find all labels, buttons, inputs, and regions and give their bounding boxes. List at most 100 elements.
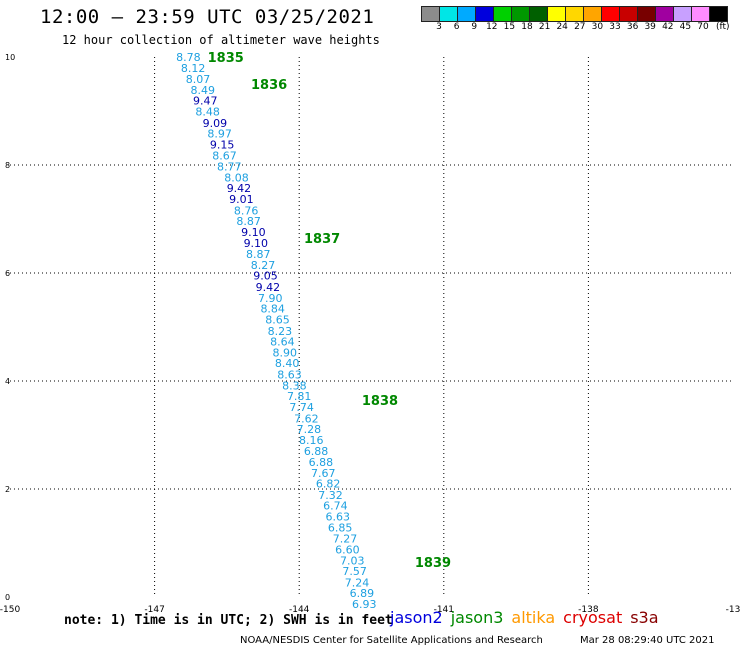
data-point-label: 7.74 bbox=[289, 401, 314, 414]
data-point-label: 8.08 bbox=[224, 171, 249, 184]
footer-credit: NOAA/NESDIS Center for Satellite Applica… bbox=[240, 635, 543, 646]
color-scale-label: 30 bbox=[591, 22, 604, 32]
legend-entry-cryosat: cryosat bbox=[563, 608, 623, 627]
data-point-label: 8.65 bbox=[265, 313, 290, 326]
color-scale-label: 45 bbox=[679, 22, 692, 32]
data-point-label: 6.88 bbox=[304, 445, 329, 458]
data-point-label: 8.87 bbox=[246, 248, 271, 261]
data-point-label: 9.09 bbox=[203, 117, 228, 130]
data-point-label: 8.40 bbox=[275, 357, 300, 370]
color-scale-label: 18 bbox=[521, 22, 533, 32]
data-point-label: 9.47 bbox=[193, 95, 218, 108]
data-point-label: 7.28 bbox=[297, 423, 322, 436]
legend-entry-altika: altika bbox=[511, 608, 556, 627]
time-marker-label: 1836 bbox=[251, 78, 287, 93]
x-tick-label: -147 bbox=[144, 605, 164, 615]
data-point-label: 7.81 bbox=[287, 390, 312, 403]
data-point-label: 8.90 bbox=[272, 346, 297, 359]
data-point-label: 8.67 bbox=[212, 149, 237, 162]
time-marker-label: 1838 bbox=[362, 394, 398, 409]
color-scale-label: 24 bbox=[556, 22, 568, 32]
color-scale-label: 70 bbox=[697, 22, 709, 32]
y-tick-label: 8 bbox=[5, 161, 10, 170]
legend-entry-jason3: jason3 bbox=[450, 608, 504, 627]
data-point-label: 9.10 bbox=[241, 226, 266, 239]
data-point-label: 9.42 bbox=[256, 281, 281, 294]
data-point-label: 8.07 bbox=[186, 73, 211, 86]
data-point-label: 8.64 bbox=[270, 336, 295, 349]
color-scale-label: 6 bbox=[453, 22, 460, 32]
data-point-label: 9.15 bbox=[210, 138, 235, 151]
data-point-label: 7.90 bbox=[258, 292, 283, 305]
footer-timestamp: Mar 28 08:29:40 UTC 2021 bbox=[580, 635, 715, 646]
color-scale-label: 15 bbox=[503, 22, 516, 32]
y-tick-label: 4 bbox=[5, 377, 10, 386]
data-point-label: 6.85 bbox=[328, 521, 353, 534]
data-point-label: 8.87 bbox=[236, 215, 261, 228]
data-point-label: 6.82 bbox=[316, 478, 341, 491]
data-point-label: 8.23 bbox=[268, 325, 293, 338]
footer-note: note: 1) Time is in UTC; 2) SWH is in fe… bbox=[64, 613, 393, 628]
data-point-label: 8.76 bbox=[234, 204, 259, 217]
data-point-label: 8.49 bbox=[191, 84, 216, 97]
time-marker-label: 1835 bbox=[208, 51, 244, 66]
data-point-label: 7.67 bbox=[311, 467, 336, 480]
data-point-label: 8.63 bbox=[277, 369, 302, 382]
data-point-label: 9.42 bbox=[227, 182, 252, 195]
x-tick-label: -144 bbox=[289, 605, 310, 615]
data-point-label: 6.88 bbox=[309, 456, 334, 469]
time-marker-label: 1837 bbox=[304, 232, 340, 247]
data-point-label: 6.74 bbox=[323, 500, 348, 513]
data-point-label: 7.57 bbox=[342, 565, 367, 578]
x-tick-label: -13 bbox=[726, 605, 740, 615]
color-scale-label: 39 bbox=[644, 22, 656, 32]
color-scale-label: 12 bbox=[486, 22, 498, 32]
y-tick-label: 2 bbox=[5, 485, 10, 494]
data-point-label: 8.97 bbox=[207, 128, 232, 141]
data-point-label: 7.27 bbox=[333, 533, 358, 546]
data-point-label: 8.12 bbox=[181, 62, 206, 75]
data-point-label: 9.01 bbox=[229, 193, 254, 206]
color-scale-unit: (ft) bbox=[716, 22, 730, 32]
page-title: 12:00 – 23:59 UTC 03/25/2021 bbox=[40, 6, 375, 28]
data-point-label: 8.84 bbox=[260, 303, 285, 316]
color-scale-label: 21 bbox=[538, 22, 551, 32]
legend-entry-jason2: jason2 bbox=[390, 608, 443, 627]
data-point-label: 6.60 bbox=[335, 543, 360, 556]
data-point-label: 7.62 bbox=[294, 412, 319, 425]
color-scale-label: 9 bbox=[471, 22, 478, 32]
legend-entry-s3a: s3a bbox=[630, 608, 659, 627]
data-point-label: 8.48 bbox=[195, 106, 220, 119]
x-tick-label: -141 bbox=[434, 605, 454, 615]
x-tick-label: -150 bbox=[0, 605, 20, 615]
time-marker-label: 1839 bbox=[415, 556, 451, 571]
color-scale-label: 36 bbox=[626, 22, 639, 32]
data-point-label: 8.78 bbox=[176, 51, 201, 64]
color-scale-bar bbox=[421, 6, 728, 22]
data-point-label: 8.16 bbox=[299, 434, 324, 447]
color-scale-label: 3 bbox=[436, 22, 442, 32]
data-point-label: 9.05 bbox=[253, 270, 278, 283]
color-scale-label: 27 bbox=[574, 22, 586, 32]
color-scale-label: 33 bbox=[609, 22, 621, 32]
data-point-label: 7.24 bbox=[345, 576, 370, 589]
y-tick-label: 10 bbox=[5, 53, 15, 62]
data-point-label: 9.10 bbox=[244, 237, 269, 250]
data-point-label: 8.38 bbox=[282, 379, 307, 392]
data-point-label: 8.27 bbox=[251, 259, 276, 272]
x-tick-label: -138 bbox=[578, 605, 599, 615]
data-point-label: 6.89 bbox=[350, 587, 375, 600]
y-tick-label: 6 bbox=[5, 269, 10, 278]
data-point-label: 7.03 bbox=[340, 554, 365, 567]
color-scale-swatch bbox=[709, 6, 728, 22]
y-tick-label: 0 bbox=[5, 593, 10, 602]
color-scale-labels: 3 6 9 12 15 18 21 24 27 30 33 36 39 42 45 70 bbox=[422, 22, 740, 34]
satellite-legend: jason2 jason3 altika cryosat s3a bbox=[390, 608, 667, 627]
data-point-label: 6.93 bbox=[352, 598, 377, 611]
data-point-label: 6.63 bbox=[326, 511, 351, 524]
data-point-label: 7.32 bbox=[318, 489, 343, 502]
color-scale-label: 42 bbox=[662, 22, 674, 32]
page-subtitle: 12 hour collection of altimeter wave hei… bbox=[62, 33, 380, 47]
data-point-label: 8.77 bbox=[217, 161, 242, 174]
